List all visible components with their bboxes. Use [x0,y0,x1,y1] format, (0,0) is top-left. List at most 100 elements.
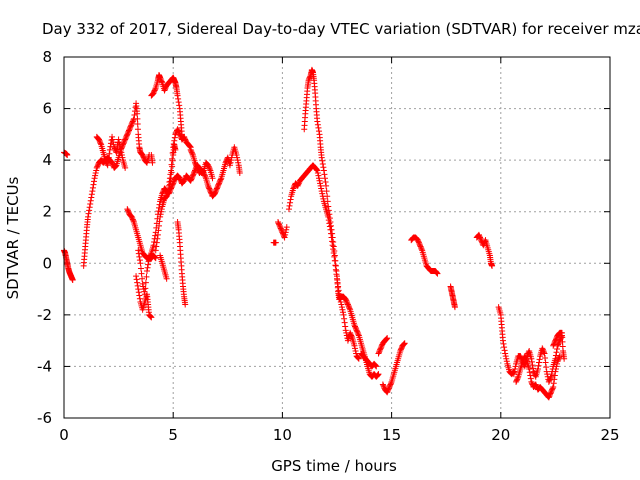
data-point [214,182,221,189]
data-point [176,131,183,138]
data-point [551,372,558,379]
data-point [182,136,189,143]
data-point [188,176,195,183]
data-point [155,227,162,234]
y-tick-label: 0 [42,254,52,272]
data-point [347,329,354,336]
y-tick-label: -4 [37,357,52,375]
data-point [104,162,111,169]
data-point [143,159,150,166]
data-point [193,163,200,170]
data-point [141,288,148,295]
data-point [171,137,178,144]
data-point [397,347,404,354]
data-point [91,175,98,182]
data-point [217,176,224,183]
data-point [93,164,100,171]
data-point [547,375,554,382]
data-point [275,219,282,226]
data-point [540,347,547,354]
data-point [113,146,120,153]
data-point [551,338,558,345]
data-point [131,112,138,119]
data-point [94,163,101,170]
data-point [166,181,173,188]
data-point [133,273,140,280]
data-point [550,342,557,349]
data-point [194,166,201,173]
data-point [338,301,345,308]
data-point [107,143,114,150]
data-point [342,296,349,303]
data-point [277,224,284,231]
data-point [164,191,171,198]
data-point [305,77,312,84]
data-point [528,358,535,365]
data-point [341,315,348,322]
data-point [342,323,349,330]
data-point [530,368,537,375]
data-point [554,360,561,367]
data-point [329,234,336,241]
data-point [315,128,322,135]
data-point [134,126,141,133]
data-point [539,345,546,352]
data-point [511,366,518,373]
data-point [150,90,157,97]
data-point [542,359,549,366]
data-point [285,206,292,213]
data-point [188,149,195,156]
data-point [417,243,424,250]
y-tick-label: 2 [42,203,52,221]
y-tick-label: 6 [42,100,52,118]
data-point [528,380,535,387]
data-point [317,180,324,187]
data-point [214,184,221,191]
data-point [320,167,327,174]
data-point [167,178,174,185]
data-point [188,175,195,182]
data-point [549,386,556,393]
data-point [477,235,484,242]
data-point [552,366,559,373]
data-point [540,349,547,356]
data-point [375,350,382,357]
data-point [551,340,558,347]
data-point [418,246,425,253]
data-point [530,365,537,372]
data-point [378,342,385,349]
data-point [528,355,535,362]
data-point [200,170,207,177]
data-point [489,262,496,269]
y-tick-label: -6 [37,409,52,427]
data-point [163,193,170,200]
data-point [353,326,360,333]
data-point [87,200,94,207]
data-point [109,161,116,168]
data-point [553,335,560,342]
data-point [165,189,172,196]
data-point [126,126,133,133]
data-point [176,102,183,109]
data-point [313,166,320,173]
data-point [64,151,71,158]
data-point [92,172,99,179]
data-point [206,186,213,193]
data-point [346,304,353,311]
data-point [163,275,170,282]
data-point [510,371,517,378]
data-point [329,230,336,237]
data-point [374,371,381,378]
data-point [343,298,350,305]
data-point [354,328,361,335]
data-point [123,132,130,139]
data-point [145,258,152,265]
data-point [118,149,125,156]
data-point [388,380,395,387]
data-point [153,243,160,250]
data-point [545,394,552,401]
data-point [233,151,240,158]
data-point [348,332,355,339]
data-point [384,389,391,396]
data-point [105,158,112,165]
